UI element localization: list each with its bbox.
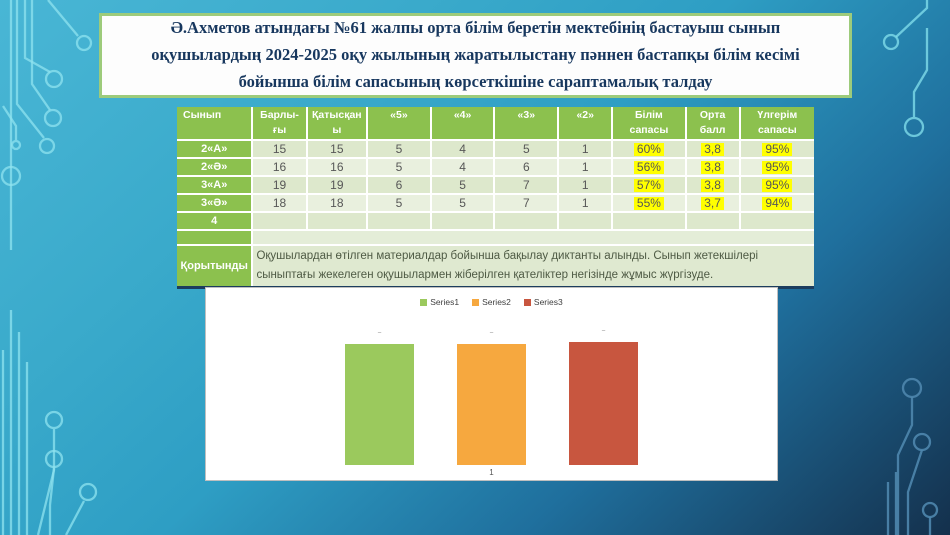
data-cell-highlighted: 95% [740, 159, 814, 178]
data-cell-highlighted: 57% [613, 177, 687, 196]
row-label: 2«А» [177, 141, 254, 160]
bar-data-label: – [377, 330, 382, 336]
data-cell: 6 [368, 177, 432, 196]
legend-item-series3: Series3 [523, 297, 563, 307]
bar-group-series1: – [345, 330, 414, 465]
data-cell: 7 [495, 195, 560, 214]
empty-cell [368, 213, 432, 232]
header-cell-progress-quality: Үлгерім сапасы [740, 107, 814, 142]
empty-cell [559, 213, 614, 232]
header-cell-grade4: «4» [431, 107, 496, 142]
header-cell-grade2: «2» [559, 107, 614, 142]
legend-item-series1: Series1 [420, 297, 459, 307]
empty-cell [686, 213, 741, 232]
empty-cell [740, 213, 814, 232]
table-row-4: 4 [177, 213, 814, 232]
data-cell-highlighted: 95% [740, 141, 814, 160]
bar-group-series2: – [457, 330, 526, 465]
chart-panel: Series1 Series2 Series3 – – – 1 [205, 287, 778, 481]
data-cell: 4 [431, 141, 496, 160]
data-cell: 19 [307, 177, 369, 196]
data-cell: 18 [307, 195, 369, 214]
title-box: Ә.Ахметов атындағы №61 жалпы орта білім … [99, 13, 852, 98]
data-cell: 4 [431, 159, 496, 178]
legend-item-series2: Series2 [472, 297, 511, 307]
summary-text: Оқушылардан өтілген материалдар бойынша … [253, 246, 814, 287]
data-cell: 5 [495, 141, 560, 160]
data-cell-highlighted: 3,8 [686, 177, 741, 196]
data-cell: 1 [559, 177, 614, 196]
empty-cell [495, 213, 560, 232]
data-cell: 18 [253, 195, 308, 214]
empty-cell [307, 213, 369, 232]
empty-cell [253, 213, 308, 232]
legend-label: Series1 [430, 297, 460, 307]
data-cell-highlighted: 3,8 [686, 159, 741, 178]
header-cell-grade3: «3» [495, 107, 560, 142]
data-cell: 1 [559, 195, 614, 214]
table-header-row: Сынып Барлы-ғы Қатысқаны «5» «4» «3» «2»… [177, 107, 814, 142]
series3-bar [569, 342, 638, 465]
empty-cell [431, 213, 496, 232]
empty-cell [253, 231, 814, 247]
data-cell-highlighted: 3,8 [686, 141, 741, 160]
data-cell-highlighted: 55% [613, 195, 687, 214]
row-label: 3«Ә» [177, 195, 254, 214]
chart-legend: Series1 Series2 Series3 [206, 297, 777, 307]
header-cell-grade5: «5» [368, 107, 432, 142]
series3-swatch-icon [523, 298, 531, 306]
series2-swatch-icon [472, 298, 480, 306]
data-cell: 5 [368, 195, 432, 214]
row-label [177, 231, 254, 247]
data-cell: 1 [559, 159, 614, 178]
slide-title: Ә.Ахметов атындағы №61 жалпы орта білім … [151, 18, 800, 91]
data-cell: 15 [307, 141, 369, 160]
data-cell: 5 [368, 141, 432, 160]
header-cell-total: Барлы-ғы [253, 107, 308, 142]
empty-cell [613, 213, 687, 232]
table-row-3ae: 3«Ә» 18 18 5 5 7 1 55% 3,7 94% [177, 195, 814, 214]
header-cell-average-score: Орта балл [686, 107, 741, 142]
series1-swatch-icon [420, 298, 428, 306]
data-cell: 1 [559, 141, 614, 160]
table-row-2ae: 2«Ә» 16 16 5 4 6 1 56% 3,8 95% [177, 159, 814, 178]
header-cell-participated: Қатысқаны [307, 107, 369, 142]
data-cell-highlighted: 60% [613, 141, 687, 160]
table-row-spacer [177, 231, 814, 247]
data-cell-highlighted: 3,7 [686, 195, 741, 214]
x-axis-category-label: 1 [489, 468, 494, 477]
header-cell-knowledge-quality: Білім сапасы [613, 107, 687, 142]
series1-bar [345, 344, 414, 465]
series2-bar [457, 344, 526, 465]
row-label: 2«Ә» [177, 159, 254, 178]
row-label: 4 [177, 213, 254, 232]
data-cell: 6 [495, 159, 560, 178]
results-table: Сынып Барлы-ғы Қатысқаны «5» «4» «3» «2»… [177, 107, 814, 290]
data-cell: 5 [431, 177, 496, 196]
row-label: 3«А» [177, 177, 254, 196]
chart-plot-area: – – – [206, 315, 777, 465]
data-cell: 5 [368, 159, 432, 178]
data-cell: 16 [307, 159, 369, 178]
legend-label: Series3 [533, 297, 563, 307]
legend-label: Series2 [482, 297, 511, 307]
bar-data-label: – [489, 330, 494, 336]
data-cell: 19 [253, 177, 308, 196]
data-cell-highlighted: 94% [740, 195, 814, 214]
bar-group-series3: – [569, 328, 638, 465]
bar-data-label: – [601, 328, 606, 334]
data-cell-highlighted: 95% [740, 177, 814, 196]
table-row-summary: Қорытынды Оқушылардан өтілген материалда… [177, 246, 814, 287]
data-cell: 7 [495, 177, 560, 196]
header-cell-class: Сынып [177, 107, 254, 142]
data-cell: 16 [253, 159, 308, 178]
data-cell-highlighted: 56% [613, 159, 687, 178]
table-row-2a: 2«А» 15 15 5 4 5 1 60% 3,8 95% [177, 141, 814, 160]
data-cell: 5 [431, 195, 496, 214]
table-row-3a: 3«А» 19 19 6 5 7 1 57% 3,8 95% [177, 177, 814, 196]
summary-label: Қорытынды [177, 246, 254, 287]
data-cell: 15 [253, 141, 308, 160]
